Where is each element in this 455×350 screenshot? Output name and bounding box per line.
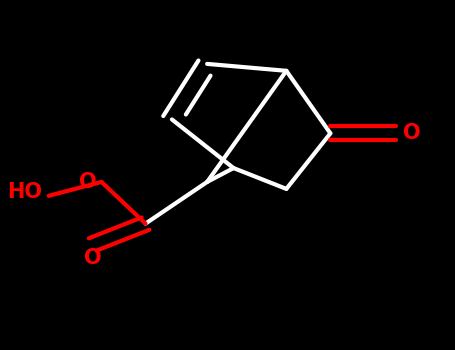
Text: HO: HO [7, 182, 42, 202]
Text: O: O [403, 123, 420, 144]
Text: O: O [84, 248, 101, 268]
Text: O: O [80, 172, 97, 192]
